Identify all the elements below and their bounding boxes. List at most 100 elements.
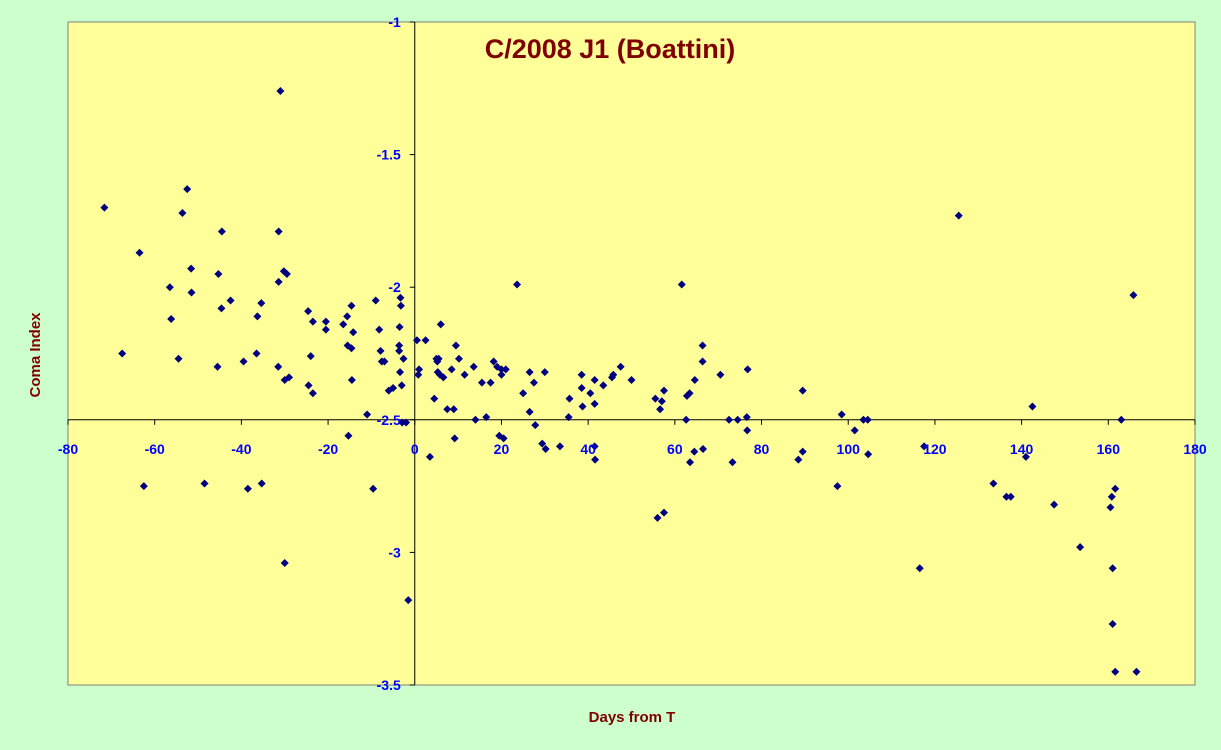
data-point [308, 389, 317, 398]
data-point [565, 394, 574, 403]
data-point [217, 227, 226, 236]
data-point [728, 458, 737, 467]
data-point [590, 376, 599, 385]
data-point [1108, 620, 1117, 629]
data-point [555, 442, 564, 451]
data-point [306, 352, 315, 361]
data-point [859, 415, 868, 424]
data-point [399, 354, 408, 363]
data-point [347, 344, 356, 353]
x-tick-label: 100 [837, 441, 861, 457]
data-point [590, 399, 599, 408]
data-point [282, 269, 291, 278]
data-point [660, 386, 669, 395]
data-point [954, 211, 963, 220]
data-point [343, 312, 352, 321]
data-point [274, 227, 283, 236]
data-point [590, 442, 599, 451]
data-point [380, 357, 389, 366]
data-point [1076, 543, 1085, 552]
data-point [685, 389, 694, 398]
x-tick-label: -20 [318, 441, 338, 457]
data-point [525, 368, 534, 377]
data-point [1021, 452, 1030, 461]
data-point [167, 315, 176, 324]
data-point [1129, 291, 1138, 300]
y-tick-label: -1.5 [377, 147, 401, 163]
data-point [217, 304, 226, 313]
x-tick-label: -60 [145, 441, 165, 457]
data-point [285, 373, 294, 382]
data-point [686, 458, 695, 467]
data-point [200, 479, 209, 488]
data-point [414, 370, 423, 379]
data-point [477, 378, 486, 387]
data-point [404, 596, 413, 605]
data-point [564, 413, 573, 422]
data-point [183, 185, 192, 194]
data-point [451, 341, 460, 350]
data-point [1117, 415, 1126, 424]
data-point [690, 447, 699, 456]
data-point [798, 447, 807, 456]
data-point [371, 296, 380, 305]
data-point [395, 346, 404, 355]
data-point [833, 482, 842, 491]
data-point [541, 444, 550, 453]
tick-labels: -80 -60 -40 -20 0 20 40 60 80 100 120 140 160 180 -1 -1… [58, 14, 1207, 693]
x-tick-label: -40 [231, 441, 251, 457]
data-point [402, 418, 411, 427]
data-point [864, 450, 873, 459]
data-point [489, 357, 498, 366]
x-axis-title: Days from T [589, 709, 676, 726]
data-point [308, 317, 317, 326]
data-point [363, 410, 372, 419]
data-point [174, 354, 183, 363]
data-point [339, 320, 348, 329]
data-point [274, 277, 283, 286]
data-point [794, 455, 803, 464]
data-point [616, 362, 625, 371]
x-tick-label: 20 [494, 441, 510, 457]
data-point [486, 378, 495, 387]
data-point [499, 434, 508, 443]
data-point [139, 482, 148, 491]
data-point [1050, 500, 1059, 509]
data-point [591, 455, 600, 464]
data-point [660, 508, 669, 517]
data-point [657, 397, 666, 406]
data-point [347, 301, 356, 310]
x-tick-label: 40 [580, 441, 596, 457]
data-point [743, 426, 752, 435]
data-point [369, 484, 378, 493]
data-point [276, 86, 285, 95]
data-point [529, 378, 538, 387]
data-point [1107, 492, 1116, 501]
data-point [653, 513, 662, 522]
x-tick-label: 80 [754, 441, 770, 457]
data-point [397, 381, 406, 390]
x-tick-label: 140 [1010, 441, 1034, 457]
data-point [577, 370, 586, 379]
data-point [698, 357, 707, 366]
data-point [252, 349, 261, 358]
data-point [239, 357, 248, 366]
y-tick-label: -2 [388, 279, 401, 295]
data-point [395, 322, 404, 331]
data-point [698, 341, 707, 350]
y-tick-label: -3 [388, 544, 401, 560]
data-point [798, 386, 807, 395]
chart-title: C/2008 J1 (Boattini) [485, 34, 736, 64]
data-point [501, 365, 510, 374]
data-point [178, 208, 187, 217]
data-point [482, 413, 491, 422]
data-point [395, 341, 404, 350]
axes [67, 21, 1196, 686]
data-point [347, 376, 356, 385]
data-point [699, 444, 708, 453]
data-point [1006, 492, 1015, 501]
data-point [531, 421, 540, 430]
data-point [1106, 503, 1115, 512]
